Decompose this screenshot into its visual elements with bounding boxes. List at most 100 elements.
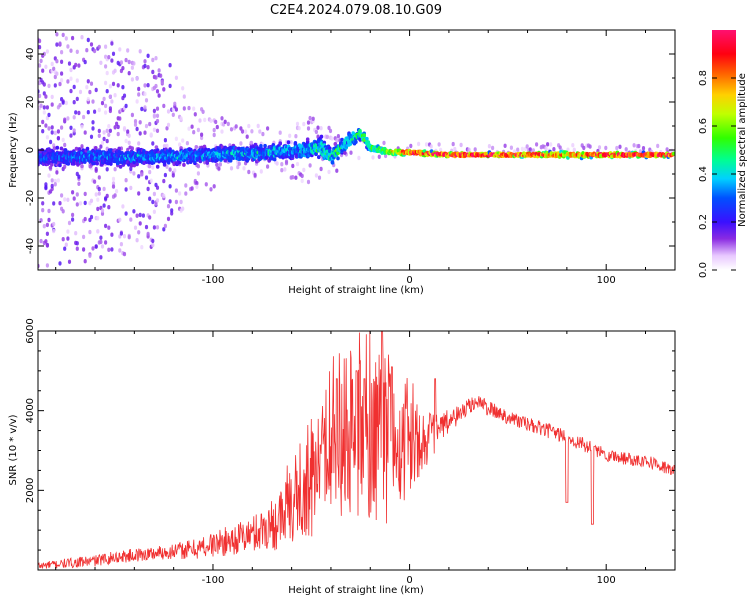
spectrogram-cell [100, 140, 105, 146]
spectrogram-cell [198, 118, 202, 123]
spectrogram-cell [333, 142, 338, 146]
colorbar-tick-label: 0.2 [698, 214, 709, 230]
spectrogram-cell [81, 148, 86, 153]
spectrogram-cell [119, 242, 123, 247]
spectrogram-cell [154, 75, 158, 80]
spectrogram-cell [85, 146, 90, 151]
spectrogram-cell [75, 78, 79, 83]
spectrogram-cell [151, 238, 155, 244]
snr-ytick-label: 2000 [25, 478, 36, 503]
spectrogram-cell [41, 208, 45, 213]
spectrogram-cell [166, 122, 171, 128]
spectrogram-cell [133, 225, 138, 230]
spectrogram-cell [100, 100, 105, 106]
spectrogram-cell [597, 145, 602, 150]
spectrogram-cell [82, 234, 86, 240]
spectrogram-cell [107, 124, 111, 129]
spectrogram-cell [525, 144, 529, 149]
spectrogram-cell [113, 193, 117, 198]
spectrogram-cell [104, 44, 108, 49]
spectrogram-cell [38, 80, 42, 86]
spectrogram-cell [119, 60, 123, 65]
spectrogram-cell [66, 229, 70, 234]
spectrogram-cell [168, 62, 172, 68]
spectrogram-cell [55, 59, 59, 64]
spectrogram-cell [161, 157, 165, 162]
spectrogram-cell [111, 181, 116, 186]
spectrogram-cell [69, 48, 73, 53]
spectrogram-cell [185, 141, 189, 146]
spectrogram-cell [194, 145, 199, 149]
spectrogram-cell [118, 47, 122, 52]
spectrogram-cell [47, 126, 51, 131]
spectrogram-cell [44, 239, 48, 244]
spectrogram-cell [143, 91, 147, 97]
spectrogram-cell [152, 127, 156, 132]
spectrogram-cell [127, 140, 131, 145]
spectrogram-cell [52, 146, 57, 151]
spectrogram-cell [121, 66, 125, 71]
spectrogram-cell [91, 246, 95, 251]
spectrogram-cell [473, 147, 477, 152]
snr-xtick-label: 0 [406, 575, 412, 586]
spectrogram-cell [170, 208, 174, 213]
spectrogram-cell [144, 224, 149, 230]
spectrogram-cell [94, 166, 98, 172]
spectrogram-cell [192, 130, 196, 135]
spectrogram-cell [239, 141, 243, 146]
spectrogram-cell [130, 112, 134, 118]
spectrogram-cell [129, 185, 133, 191]
spectrogram-cell [215, 162, 219, 167]
spectrogram-cell [86, 97, 90, 102]
spectrogram-cell [83, 130, 87, 135]
spectrogram-cell [266, 164, 270, 169]
spectrogram-cell [328, 128, 333, 134]
spectrogram-cell [340, 137, 344, 142]
spectrogram-cell [63, 197, 67, 202]
spectrogram-cell [66, 161, 71, 166]
spectrogram-cell [45, 231, 50, 236]
colorbar-tick-label: 0.8 [698, 70, 709, 86]
spectrogram-cell [58, 261, 62, 266]
spectrogram-cell [295, 161, 300, 167]
spectrogram-cell [162, 87, 166, 92]
spectrogram-cell [88, 229, 92, 235]
spectrogram-cell [109, 161, 113, 166]
spectrogram-cell [487, 144, 491, 149]
spectrogram-cell [358, 137, 362, 142]
spectrogram-cell [92, 161, 97, 166]
spectrogram-cell [155, 106, 160, 111]
spectrogram-cell [44, 123, 48, 128]
spectrogram-cell [174, 136, 178, 141]
spectrogram-cell [132, 163, 137, 168]
spectrogram-cell [77, 110, 81, 116]
spectrogram-cell [641, 146, 646, 151]
spectrogram-cell [72, 115, 76, 120]
spectrogram-cell [94, 87, 98, 93]
spectrogram-cell [240, 129, 245, 134]
spectrogram-cell [113, 167, 117, 172]
spectrogram-cell [45, 263, 50, 268]
spectrogram-cell [82, 114, 86, 120]
spectrogram-xlabel: Height of straight line (km) [288, 285, 424, 296]
spectrogram-cell [229, 127, 234, 132]
spectrogram-cell [220, 116, 224, 121]
spectrogram-cell [96, 197, 100, 202]
spectrogram-cell [137, 174, 141, 179]
spectrogram-cell [297, 126, 301, 131]
spectrogram-cell [39, 218, 43, 223]
spectrogram-ytick-label: 0 [25, 147, 36, 153]
spectrogram-cell [64, 242, 68, 247]
spectrogram-cell [209, 118, 213, 124]
spectrogram-cell [552, 147, 556, 152]
spectrogram-ytick-label: -40 [25, 238, 36, 254]
spectrogram-cell [88, 89, 92, 95]
spectrogram-cell [94, 146, 98, 150]
spectrogram-cell [173, 168, 177, 173]
spectrogram-ylabel: Frequency (Hz) [8, 112, 19, 188]
spectrogram-cell [61, 137, 65, 143]
spectrogram-cell [200, 132, 204, 137]
spectrogram-cell [135, 213, 139, 218]
spectrogram-cell [157, 93, 161, 98]
spectrogram-cell [98, 149, 102, 154]
